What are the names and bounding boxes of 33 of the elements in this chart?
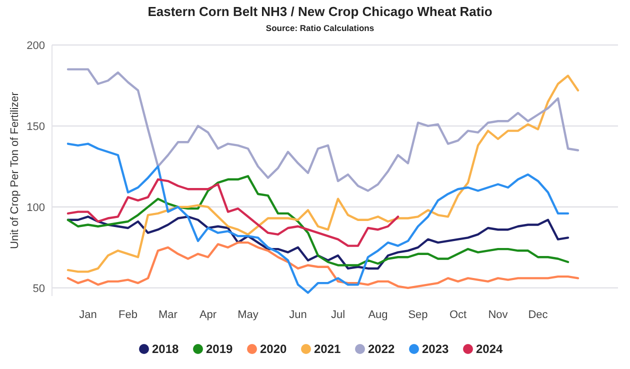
y-tick-label: 150 — [26, 120, 45, 133]
line-series — [66, 142, 570, 294]
line-series — [66, 68, 580, 192]
x-tick-label: Jan — [79, 309, 97, 321]
y-tick-label: 100 — [26, 202, 45, 214]
legend-label: 2023 — [422, 342, 450, 356]
y-tick-label: 200 — [26, 40, 45, 52]
legend-label: 2022 — [368, 342, 396, 356]
legend-label: 2021 — [314, 342, 342, 356]
line-series — [66, 74, 580, 273]
legend-label: 2024 — [476, 342, 504, 356]
line-series — [66, 175, 570, 266]
x-tick-label: Dec — [528, 309, 548, 321]
legend-label: 2019 — [206, 342, 234, 356]
chart-title: Eastern Corn Belt NH3 / New Crop Chicago Wheat Ratio — [148, 4, 492, 19]
x-tick-label: Apr — [199, 309, 217, 321]
y-axis-title: Unit of Crop Per Ton of Fertilizer — [9, 92, 21, 249]
x-tick-label: Oct — [449, 309, 467, 321]
line-series — [66, 216, 570, 270]
line-series — [66, 241, 580, 290]
x-tick-label: Jul — [330, 309, 346, 321]
chart-subtitle: Source: Ratio Calculations — [266, 23, 374, 33]
x-tick-label: Sep — [408, 309, 428, 321]
x-tick-label: Feb — [118, 309, 138, 321]
y-tick-label: 50 — [32, 282, 45, 295]
legend-label: 2018 — [152, 342, 180, 356]
x-tick-label: Jun — [289, 309, 307, 321]
x-tick-label: Mar — [158, 309, 178, 321]
x-tick-label: Aug — [368, 309, 388, 321]
legend-label: 2020 — [260, 342, 288, 356]
line-series — [66, 178, 400, 247]
x-tick-label: Nov — [488, 309, 508, 321]
x-tick-label: May — [238, 309, 259, 321]
